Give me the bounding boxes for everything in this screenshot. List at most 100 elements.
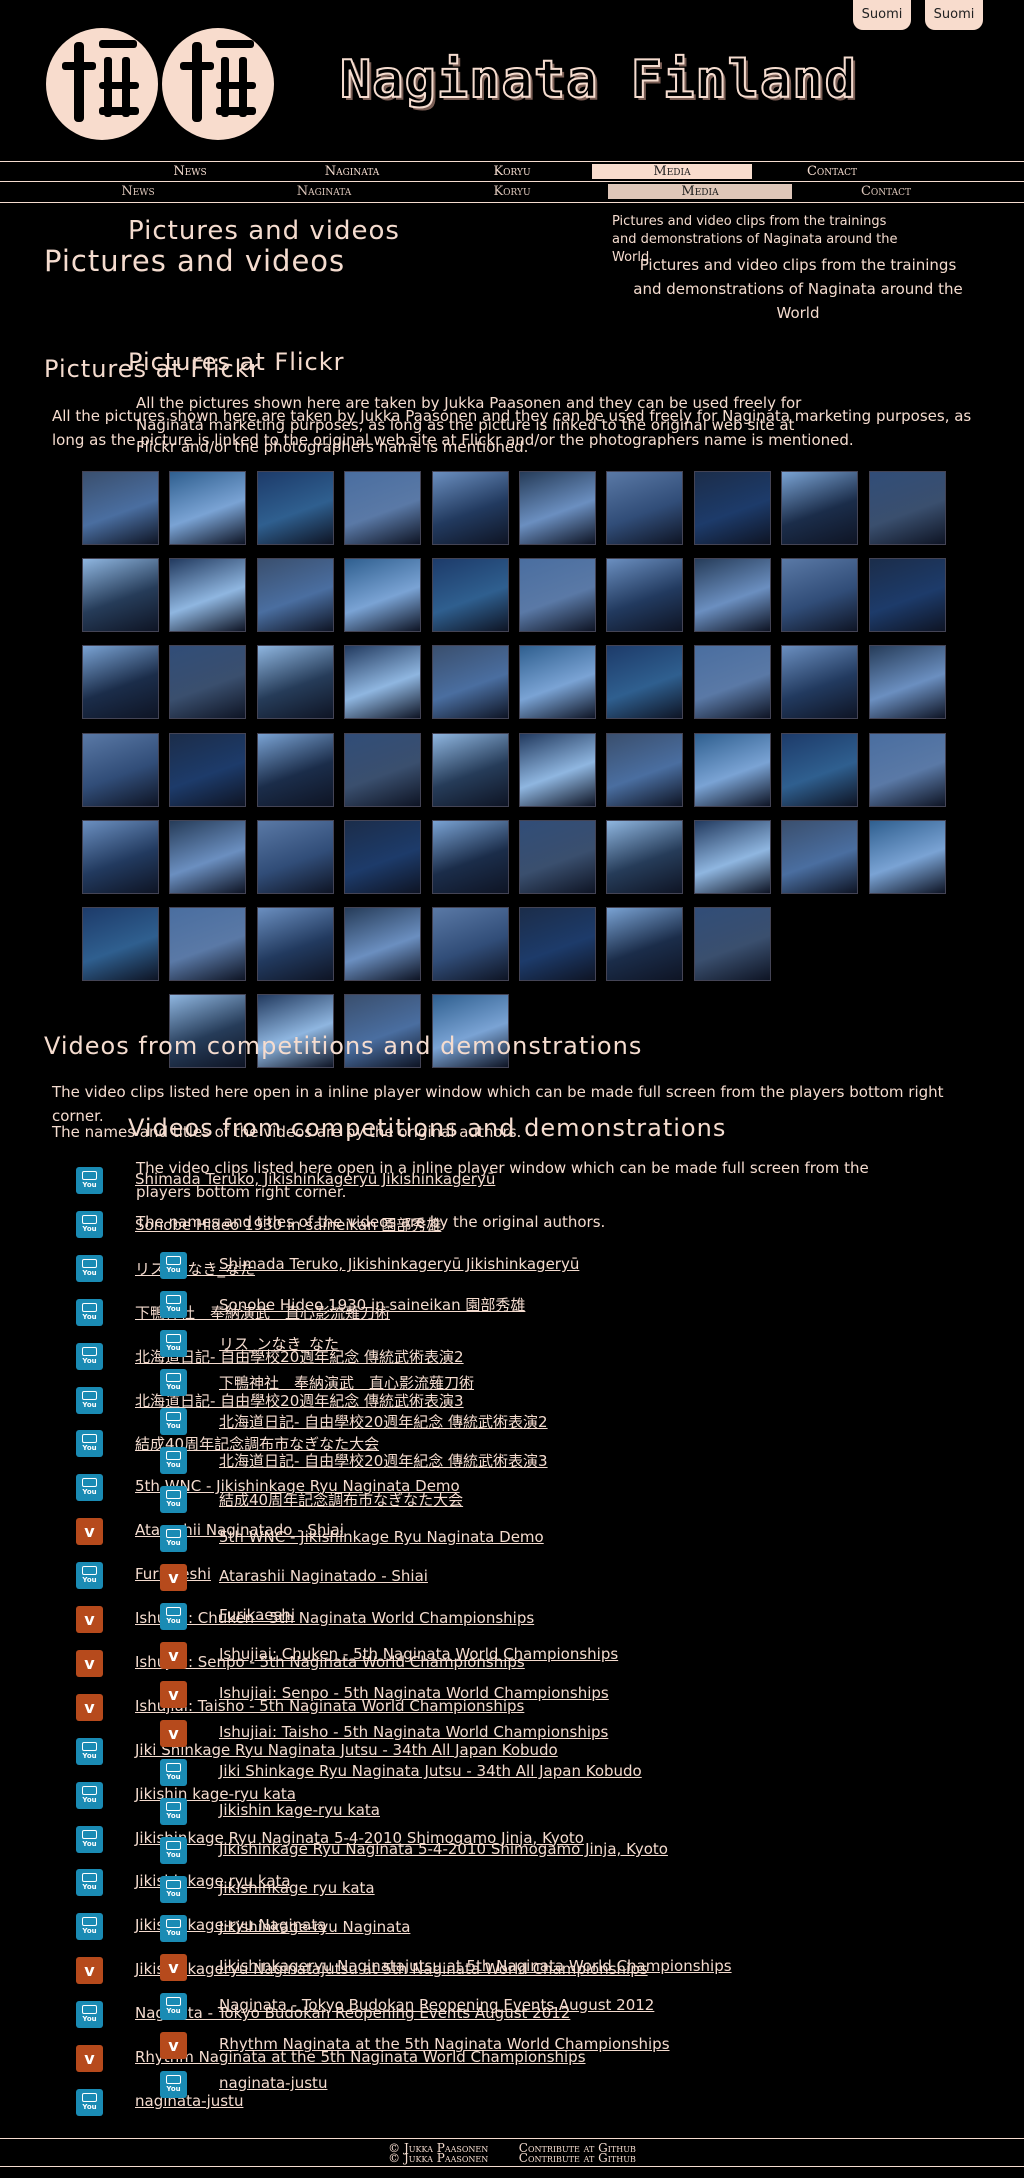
youtube-icon[interactable]: You [160,1291,187,1318]
flickr-thumbnail[interactable] [519,471,596,545]
flickr-thumbnail[interactable] [781,732,859,807]
flickr-thumbnail[interactable] [169,645,247,720]
video-link[interactable]: 北海道日記- 自由學校20週年紀念 傳統武術表演2 [135,1347,464,1366]
video-link-duplicate[interactable]: Ishujiai: Senpo - 5th Naginata World Cha… [219,1684,609,1702]
flickr-thumbnail[interactable] [868,645,946,720]
flickr-thumbnail[interactable] [606,645,684,720]
video-link[interactable]: naginata-justu [135,2091,244,2110]
video-link[interactable]: Ishujiai: Taisho - 5th Naginata World Ch… [135,1696,525,1715]
flickr-thumbnail[interactable] [431,994,509,1069]
flickr-thumbnail[interactable] [431,471,509,545]
video-link[interactable]: Ishujiai: Senpo - 5th Naginata World Cha… [135,1652,525,1671]
flickr-thumbnail[interactable] [344,907,422,981]
video-link-duplicate[interactable]: Shimada Teruko, Jikishinkageryū Jikishin… [219,1255,580,1273]
flickr-thumbnail[interactable] [781,558,859,633]
video-link-duplicate[interactable]: 北海道日記- 自由學校20週年紀念 傳統武術表演3 [219,1452,548,1470]
video-link-duplicate[interactable]: Jikishinkageryu Naginatajutsu at 5th Nag… [219,1957,732,1975]
youtube-icon[interactable]: You [160,1486,187,1513]
youtube-icon[interactable]: You [76,1869,103,1897]
flickr-thumbnail[interactable] [606,732,684,807]
video-link[interactable]: Jikishinkageryu Naginatajutsu at 5th Nag… [135,1960,648,1979]
video-link-duplicate[interactable]: Jikishinkage Ryu Naginata 5-4-2010 Shimo… [219,1840,668,1858]
flickr-thumbnail[interactable] [606,907,684,981]
vimeo-icon[interactable]: v [160,1720,187,1747]
naginata-kanji-logo[interactable] [44,12,276,156]
nav-item-news-2[interactable]: News [121,184,155,199]
video-link[interactable]: 5th WNC - Jikishinkage Ryu Naginata Demo [135,1477,460,1496]
flickr-thumbnail[interactable] [693,471,771,545]
nav-item-naginata[interactable]: Naginata [324,164,380,179]
video-link[interactable]: 結成40周年記念調布市なぎなた大会 [135,1435,380,1454]
vimeo-icon[interactable]: v [76,1606,103,1633]
youtube-icon[interactable]: You [76,1254,103,1282]
flickr-thumbnail[interactable] [431,645,509,720]
flickr-thumbnail[interactable] [868,558,946,633]
flickr-thumbnail[interactable] [256,819,334,894]
flickr-thumbnail[interactable] [169,907,247,981]
flickr-thumbnail[interactable] [519,732,596,807]
vimeo-icon[interactable]: v [160,1954,187,1981]
youtube-icon[interactable]: You [160,1837,187,1864]
footer-github-link-2[interactable]: Contribute at Github [518,2151,636,2165]
flickr-thumbnail[interactable] [781,471,859,545]
youtube-icon[interactable]: You [76,1913,103,1941]
video-link-duplicate[interactable]: Furikaeshi [219,1606,295,1624]
video-link[interactable]: Atarashii Naginatado - Shiai [135,1521,344,1540]
youtube-icon[interactable]: You [160,1252,187,1279]
flickr-thumbnail[interactable] [82,471,159,545]
video-link-duplicate[interactable]: Ishujiai: Taisho - 5th Naginata World Ch… [219,1723,609,1741]
footer-github-link[interactable]: Contribute at Github [518,2141,636,2155]
video-link[interactable]: Shimada Teruko, Jikishinkageryū Jikishin… [135,1170,496,1188]
flickr-thumbnail[interactable] [868,819,946,894]
video-link-duplicate[interactable]: Ishujiai: Chuken - 5th Naginata World Ch… [219,1645,619,1663]
nav-item-news[interactable]: News [173,164,207,179]
video-link-duplicate[interactable]: Naginata - Tokyo Budokan Reopening Event… [219,1996,655,2014]
flickr-thumbnail[interactable] [256,907,334,981]
flickr-thumbnail[interactable] [82,732,159,807]
flickr-thumbnail[interactable] [169,558,247,633]
youtube-icon[interactable]: You [76,1386,103,1414]
nav-item-media-2[interactable]: Media [608,184,792,199]
flickr-thumbnail[interactable] [519,819,596,894]
vimeo-icon[interactable]: v [76,1957,103,1985]
youtube-icon[interactable]: You [160,1993,187,2020]
video-link-duplicate[interactable]: Jikishinkage-ryu Naginata [219,1918,411,1936]
flickr-thumbnail[interactable] [169,994,247,1069]
youtube-icon[interactable]: You [160,1369,187,1396]
youtube-icon[interactable]: You [160,1759,187,1786]
flickr-thumbnail[interactable] [868,732,946,807]
flickr-thumbnail[interactable] [693,558,771,633]
flickr-thumbnail[interactable] [431,819,509,894]
video-link[interactable]: Sonobe Hideo 1930 in saineikan 園部秀雄 [135,1215,442,1234]
youtube-icon[interactable]: You [160,1525,187,1552]
flickr-thumbnail[interactable] [82,819,159,894]
youtube-icon[interactable]: You [76,1430,103,1458]
flickr-thumbnail[interactable] [693,732,771,807]
flickr-thumbnail[interactable] [519,645,596,720]
youtube-icon[interactable]: You [160,1876,187,1903]
flickr-thumbnail[interactable] [519,907,596,981]
flickr-thumbnail[interactable] [82,645,159,720]
youtube-icon[interactable]: You [160,1603,187,1630]
video-link-duplicate[interactable]: 下鴨神社 奉納演武 直心影流薙刀術 [219,1374,475,1392]
vimeo-icon[interactable]: v [160,1681,187,1708]
flickr-thumbnail[interactable] [256,645,334,720]
site-title[interactable]: Naginata Finland [339,49,857,111]
video-link[interactable]: Naginata - Tokyo Budokan Reopening Event… [135,2004,571,2023]
video-link-duplicate[interactable]: Sonobe Hideo 1930 in saineikan 園部秀雄 [219,1296,526,1314]
flickr-thumbnail[interactable] [781,819,859,894]
youtube-icon[interactable]: You [160,1447,187,1474]
flickr-thumbnail[interactable] [606,471,684,545]
vimeo-icon[interactable]: v [76,1649,103,1677]
flickr-thumbnail[interactable] [256,994,334,1069]
flickr-thumbnail[interactable] [256,471,334,545]
video-link-duplicate[interactable]: Rhythm Naginata at the 5th Naginata Worl… [219,2035,670,2053]
flickr-thumbnail[interactable] [169,732,247,807]
youtube-icon[interactable]: You [76,1781,103,1809]
vimeo-icon[interactable]: v [160,2032,187,2059]
flickr-thumbnail[interactable] [519,558,596,633]
flickr-thumbnail[interactable] [344,994,422,1069]
flickr-thumbnail[interactable] [606,558,684,633]
flickr-thumbnail[interactable] [606,819,684,894]
youtube-icon[interactable]: You [76,1342,103,1370]
